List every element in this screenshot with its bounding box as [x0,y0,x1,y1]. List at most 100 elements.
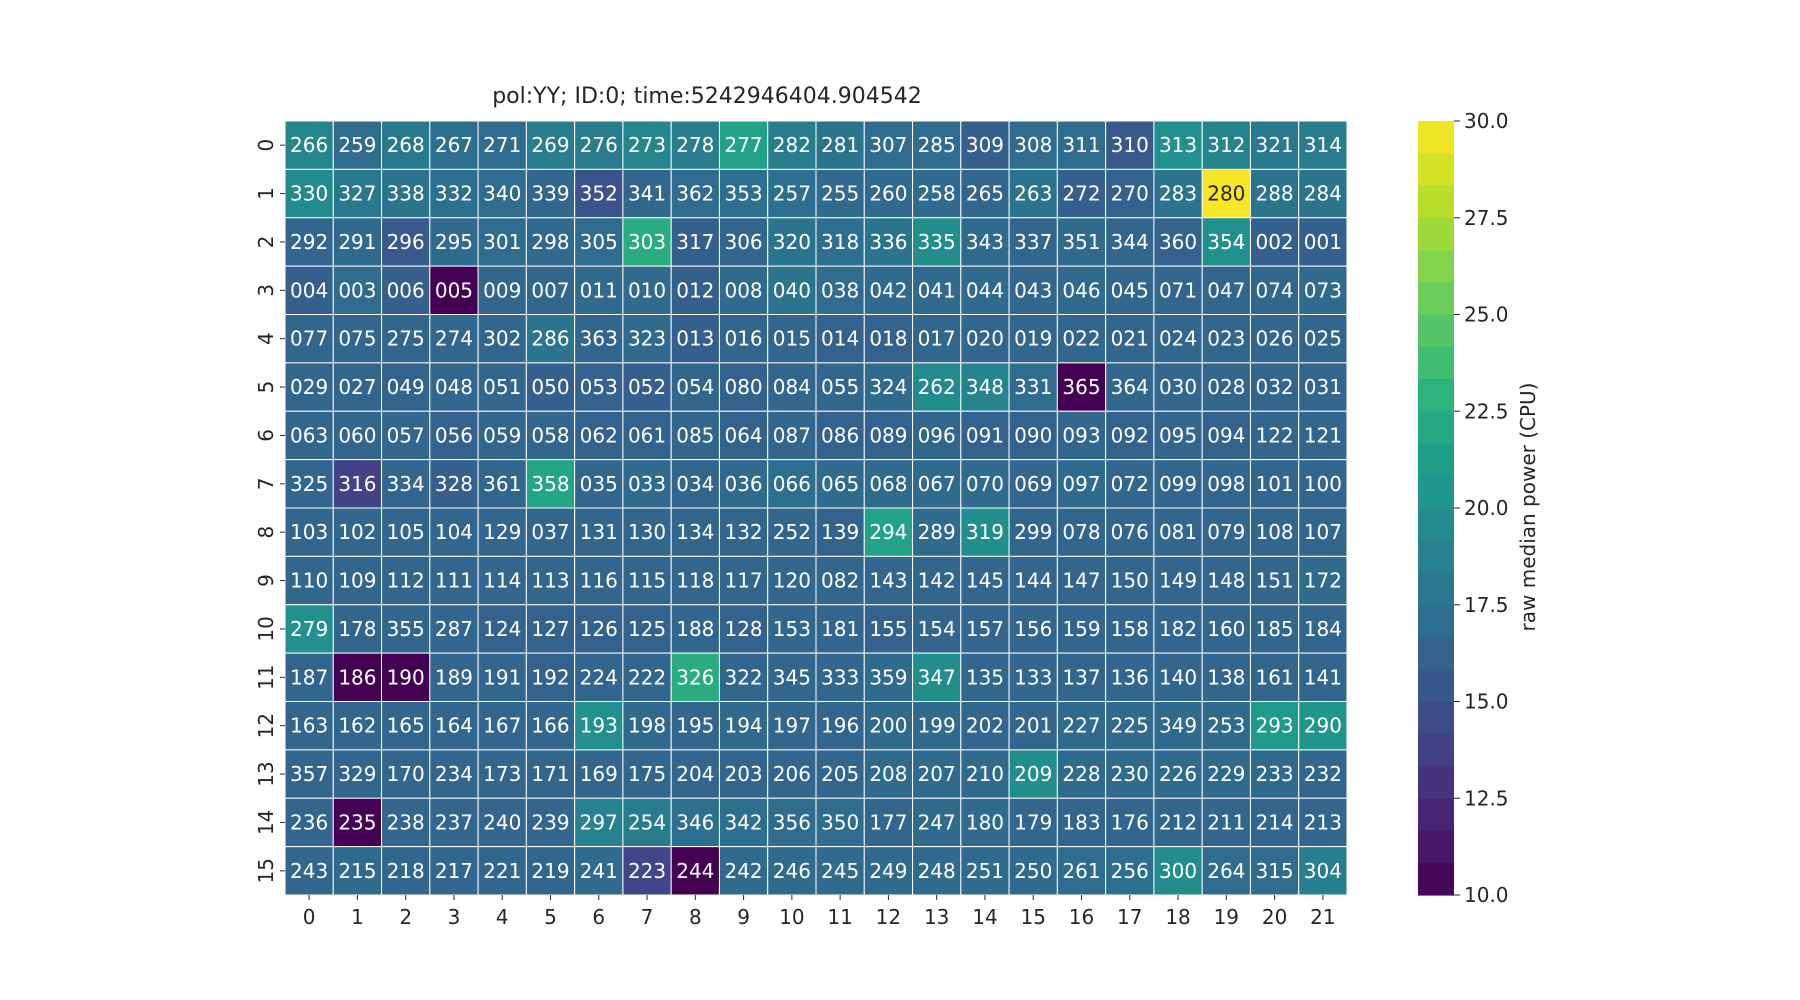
heatmap-cell [1298,555,1348,606]
colorbar-segment [1418,443,1454,477]
cell-annotation: 172 [1304,569,1342,593]
heatmap-cell [429,652,479,703]
heatmap-cell [670,555,720,606]
heatmap-cell [1201,701,1251,751]
heatmap-cell [1153,749,1203,799]
cell-annotation: 190 [387,665,425,689]
cell-annotation: 305 [580,230,618,254]
cell-annotation: 148 [1207,569,1245,593]
heatmap-cell [1249,265,1300,316]
cell-annotation: 171 [531,762,569,786]
colorbar-segment [1418,766,1454,799]
cell-annotation: 014 [821,327,859,351]
cell-annotation: 003 [338,278,376,302]
cell-annotation: 240 [483,810,521,834]
heatmap-cell [1298,120,1348,170]
heatmap-cell [332,168,383,219]
cell-annotation: 018 [869,327,907,351]
cell-annotation: 202 [966,714,1004,738]
heatmap-cell [863,120,914,170]
cell-annotation: 309 [966,133,1004,157]
cell-annotation: 109 [338,569,376,593]
x-tick-label: 19 [1214,905,1239,929]
heatmap-cell [622,749,672,799]
heatmap-cell [1201,604,1251,654]
cell-annotation: 364 [1111,375,1149,399]
heatmap-cell [1105,410,1155,461]
heatmap-cell [1105,749,1155,799]
heatmap-cell [284,168,334,219]
cell-annotation: 087 [773,423,811,447]
cell-annotation: 290 [1304,714,1342,738]
cell-annotation: 046 [1062,278,1100,302]
heatmap-cell [284,120,334,170]
cell-annotation: 227 [1062,714,1100,738]
heatmap-cell [1201,555,1251,606]
heatmap-cell [912,265,962,316]
cell-annotation: 170 [387,762,425,786]
heatmap-cell [670,797,720,848]
cell-annotation: 357 [290,762,328,786]
cell-annotation: 263 [1014,182,1052,206]
cell-annotation: 110 [290,569,328,593]
cell-annotation: 090 [1014,423,1052,447]
cell-annotation: 285 [918,133,956,157]
y-tick-label: 14 [254,810,278,835]
cell-annotation: 133 [1014,665,1052,689]
colorbar-tick-label: 12.5 [1464,786,1509,810]
heatmap-cell [767,362,817,412]
heatmap-cell [1249,314,1300,364]
colorbar-tick-label: 17.5 [1464,593,1509,617]
heatmap-cell [1056,362,1107,412]
heatmap-cell [381,604,431,654]
cell-annotation: 209 [1014,762,1052,786]
x-tick-label: 1 [351,905,364,929]
cell-annotation: 061 [628,423,666,447]
heatmap-cell [1056,120,1107,170]
x-tick-label: 0 [303,905,316,929]
cell-annotation: 002 [1255,230,1293,254]
colorbar-segment [1418,153,1454,187]
cell-annotation: 128 [724,617,762,641]
heatmap-cell [1008,459,1058,509]
cell-annotation: 010 [628,278,666,302]
colorbar-segment [1418,508,1454,541]
cell-annotation: 249 [869,859,907,883]
cell-annotation: 162 [338,714,376,738]
heatmap-cell [574,604,624,654]
heatmap-cell [622,555,672,606]
heatmap-cell [767,314,817,364]
cell-annotation: 094 [1207,423,1245,447]
cell-annotation: 317 [676,230,714,254]
heatmap-cell [574,652,624,703]
cell-annotation: 238 [387,810,425,834]
cell-annotation: 030 [1159,375,1197,399]
heatmap-cell [1201,265,1251,316]
cell-annotation: 008 [724,278,762,302]
colorbar-segment [1418,282,1454,316]
cell-annotation: 293 [1255,714,1293,738]
heatmap-cell [1298,362,1348,412]
cell-annotation: 147 [1062,569,1100,593]
heatmap-cell [767,604,817,654]
cell-annotation: 141 [1304,665,1342,689]
heatmap-cell [912,846,962,896]
heatmap-cell [815,362,865,412]
x-tick-label: 3 [448,905,461,929]
cell-annotation: 070 [966,472,1004,496]
cell-annotation: 256 [1111,859,1149,883]
heatmap-cell [718,555,769,606]
heatmap-cell [1201,749,1251,799]
heatmap-cell [284,749,334,799]
cell-annotation: 312 [1207,133,1245,157]
cell-annotation: 196 [821,714,859,738]
heatmap-cell [284,314,334,364]
heatmap-cell [1298,652,1348,703]
heatmap-cell [332,120,383,170]
cell-annotation: 229 [1207,762,1245,786]
y-tick-label: 3 [254,284,278,297]
cell-annotation: 296 [387,230,425,254]
cell-annotation: 186 [338,665,376,689]
heatmap-cell [1056,701,1107,751]
cell-annotation: 349 [1159,714,1197,738]
